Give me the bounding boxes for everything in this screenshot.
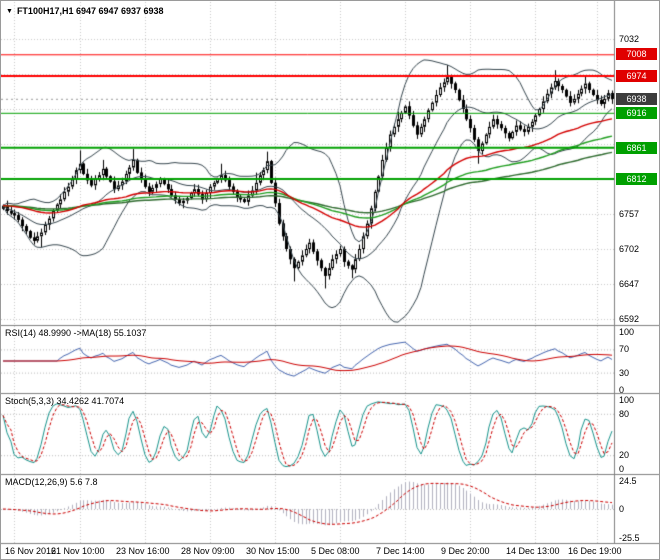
time-axis-label: 23 Nov 16:00 <box>116 546 170 556</box>
macd-panel-label: MACD(12,26,9) 5.6 7.8 <box>5 477 98 487</box>
time-axis-label: 7 Dec 14:00 <box>376 546 425 556</box>
symbol-ohlc-label: ▼ FT100H17,H1 6947 6947 6937 6938 <box>6 6 164 18</box>
price-badge-current: 6938 <box>616 92 657 105</box>
symbol-ohlc-text: FT100H17,H1 6947 6947 6937 6938 <box>16 6 164 16</box>
time-axis-label: 14 Dec 13:00 <box>506 546 560 556</box>
rsi-axis-tick: 100 <box>619 327 635 337</box>
rsi-axis-tick: 30 <box>619 367 630 378</box>
price-axis-tick: 6647 <box>619 279 640 289</box>
macd-axis-tick: -25.5 <box>619 533 640 544</box>
macd-axis-tick: 24.5 <box>619 476 637 486</box>
price-badge-support: 6861 <box>616 141 657 154</box>
price-badge-support: 6916 <box>616 106 657 119</box>
time-axis-label: 9 Dec 20:00 <box>441 546 490 556</box>
rsi-panel-label: RSI(14) 48.9990 ->MA(18) 55.1037 <box>5 328 147 338</box>
time-axis-label: 16 Nov 2016 <box>5 546 57 556</box>
price-axis-tick: 6592 <box>619 314 640 324</box>
stoch-axis-tick: 0 <box>619 464 625 474</box>
time-axis-label: 21 Nov 10:00 <box>51 546 105 556</box>
time-axis-label: 28 Nov 09:00 <box>181 546 235 556</box>
macd-axis-tick: 0 <box>619 504 625 514</box>
price-axis-tick: 6702 <box>619 244 640 254</box>
price-badge-resistance: 6974 <box>616 69 657 82</box>
stoch-axis-tick: 80 <box>619 408 630 419</box>
price-axis-tick: 6757 <box>619 209 640 219</box>
time-axis-label: 16 Dec 19:00 <box>568 546 622 556</box>
price-badge-support: 6812 <box>616 173 657 185</box>
stoch-axis-tick: 20 <box>619 450 630 461</box>
rsi-axis-tick: 70 <box>619 344 630 355</box>
price-badge-resistance: 7008 <box>616 48 657 61</box>
stoch-axis-tick: 100 <box>619 395 635 405</box>
rsi-axis-tick: 0 <box>619 385 625 395</box>
time-axis-label: 5 Dec 08:00 <box>311 546 360 556</box>
price-axis-tick: 7032 <box>619 34 640 44</box>
stoch-panel-label: Stoch(5,3,3) 34.4262 41.7074 <box>5 396 125 406</box>
time-axis-label: 30 Nov 15:00 <box>246 546 300 556</box>
chart-dropdown-icon[interactable]: ▼ <box>6 8 13 15</box>
